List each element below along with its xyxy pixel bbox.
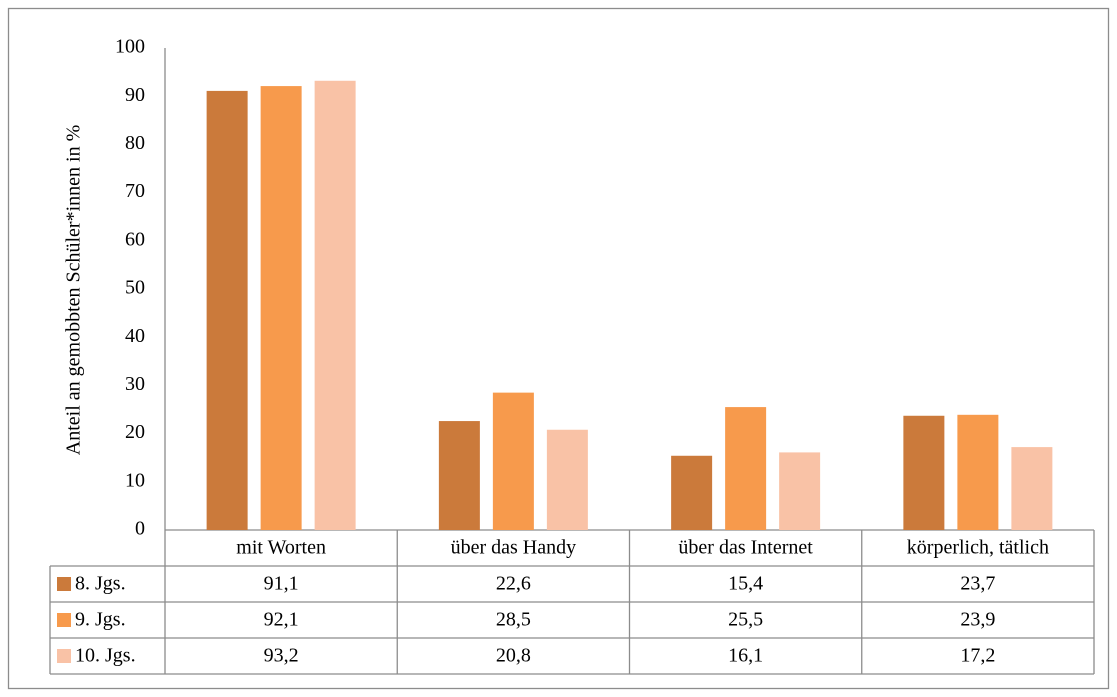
bar — [671, 455, 713, 530]
table-value: 22,6 — [496, 573, 531, 595]
bar — [492, 392, 534, 530]
x-tick-label: körperlich, tätlich — [907, 537, 1049, 559]
table-value: 92,1 — [264, 609, 299, 631]
table-value: 28,5 — [496, 609, 531, 631]
legend-label: 8. Jgs. — [75, 573, 126, 595]
y-tick-label: 60 — [125, 228, 145, 250]
bar — [260, 86, 302, 530]
y-tick-label: 20 — [125, 421, 145, 443]
legend-label: 9. Jgs. — [75, 609, 126, 631]
table-value: 91,1 — [264, 573, 299, 595]
y-tick-label: 80 — [125, 132, 145, 154]
legend-swatch — [57, 577, 71, 591]
bar — [1011, 447, 1053, 530]
bar — [957, 414, 999, 530]
y-tick-label: 30 — [125, 373, 145, 395]
y-axis-label: Anteil an gemobbten Schüler*innen in % — [63, 125, 85, 455]
chart-border — [7, 7, 1110, 690]
legend-swatch — [57, 649, 71, 663]
table-value: 16,1 — [728, 645, 763, 667]
y-tick-label: 100 — [115, 36, 145, 58]
table-value: 25,5 — [728, 609, 763, 631]
x-tick-label: über das Internet — [678, 537, 813, 559]
bar — [779, 452, 821, 530]
y-tick-label: 10 — [125, 469, 145, 491]
table-value: 23,9 — [960, 609, 995, 631]
y-tick-label: 40 — [125, 325, 145, 347]
bar — [206, 90, 248, 530]
legend-swatch — [57, 613, 71, 627]
x-tick-label: über das Handy — [451, 537, 577, 559]
table-value: 23,7 — [960, 573, 995, 595]
bar — [903, 415, 945, 530]
bar — [546, 429, 588, 530]
bar — [314, 80, 356, 530]
table-value: 93,2 — [264, 645, 299, 667]
table-value: 15,4 — [728, 573, 763, 595]
y-tick-label: 50 — [125, 277, 145, 299]
y-tick-label: 70 — [125, 180, 145, 202]
table-value: 20,8 — [496, 645, 531, 667]
y-tick-label: 0 — [135, 518, 145, 540]
legend-label: 10. Jgs. — [75, 645, 136, 667]
x-tick-label: mit Worten — [236, 537, 326, 559]
y-tick-label: 90 — [125, 84, 145, 106]
bar — [725, 407, 767, 530]
table-value: 17,2 — [960, 645, 995, 667]
bar — [438, 421, 480, 530]
